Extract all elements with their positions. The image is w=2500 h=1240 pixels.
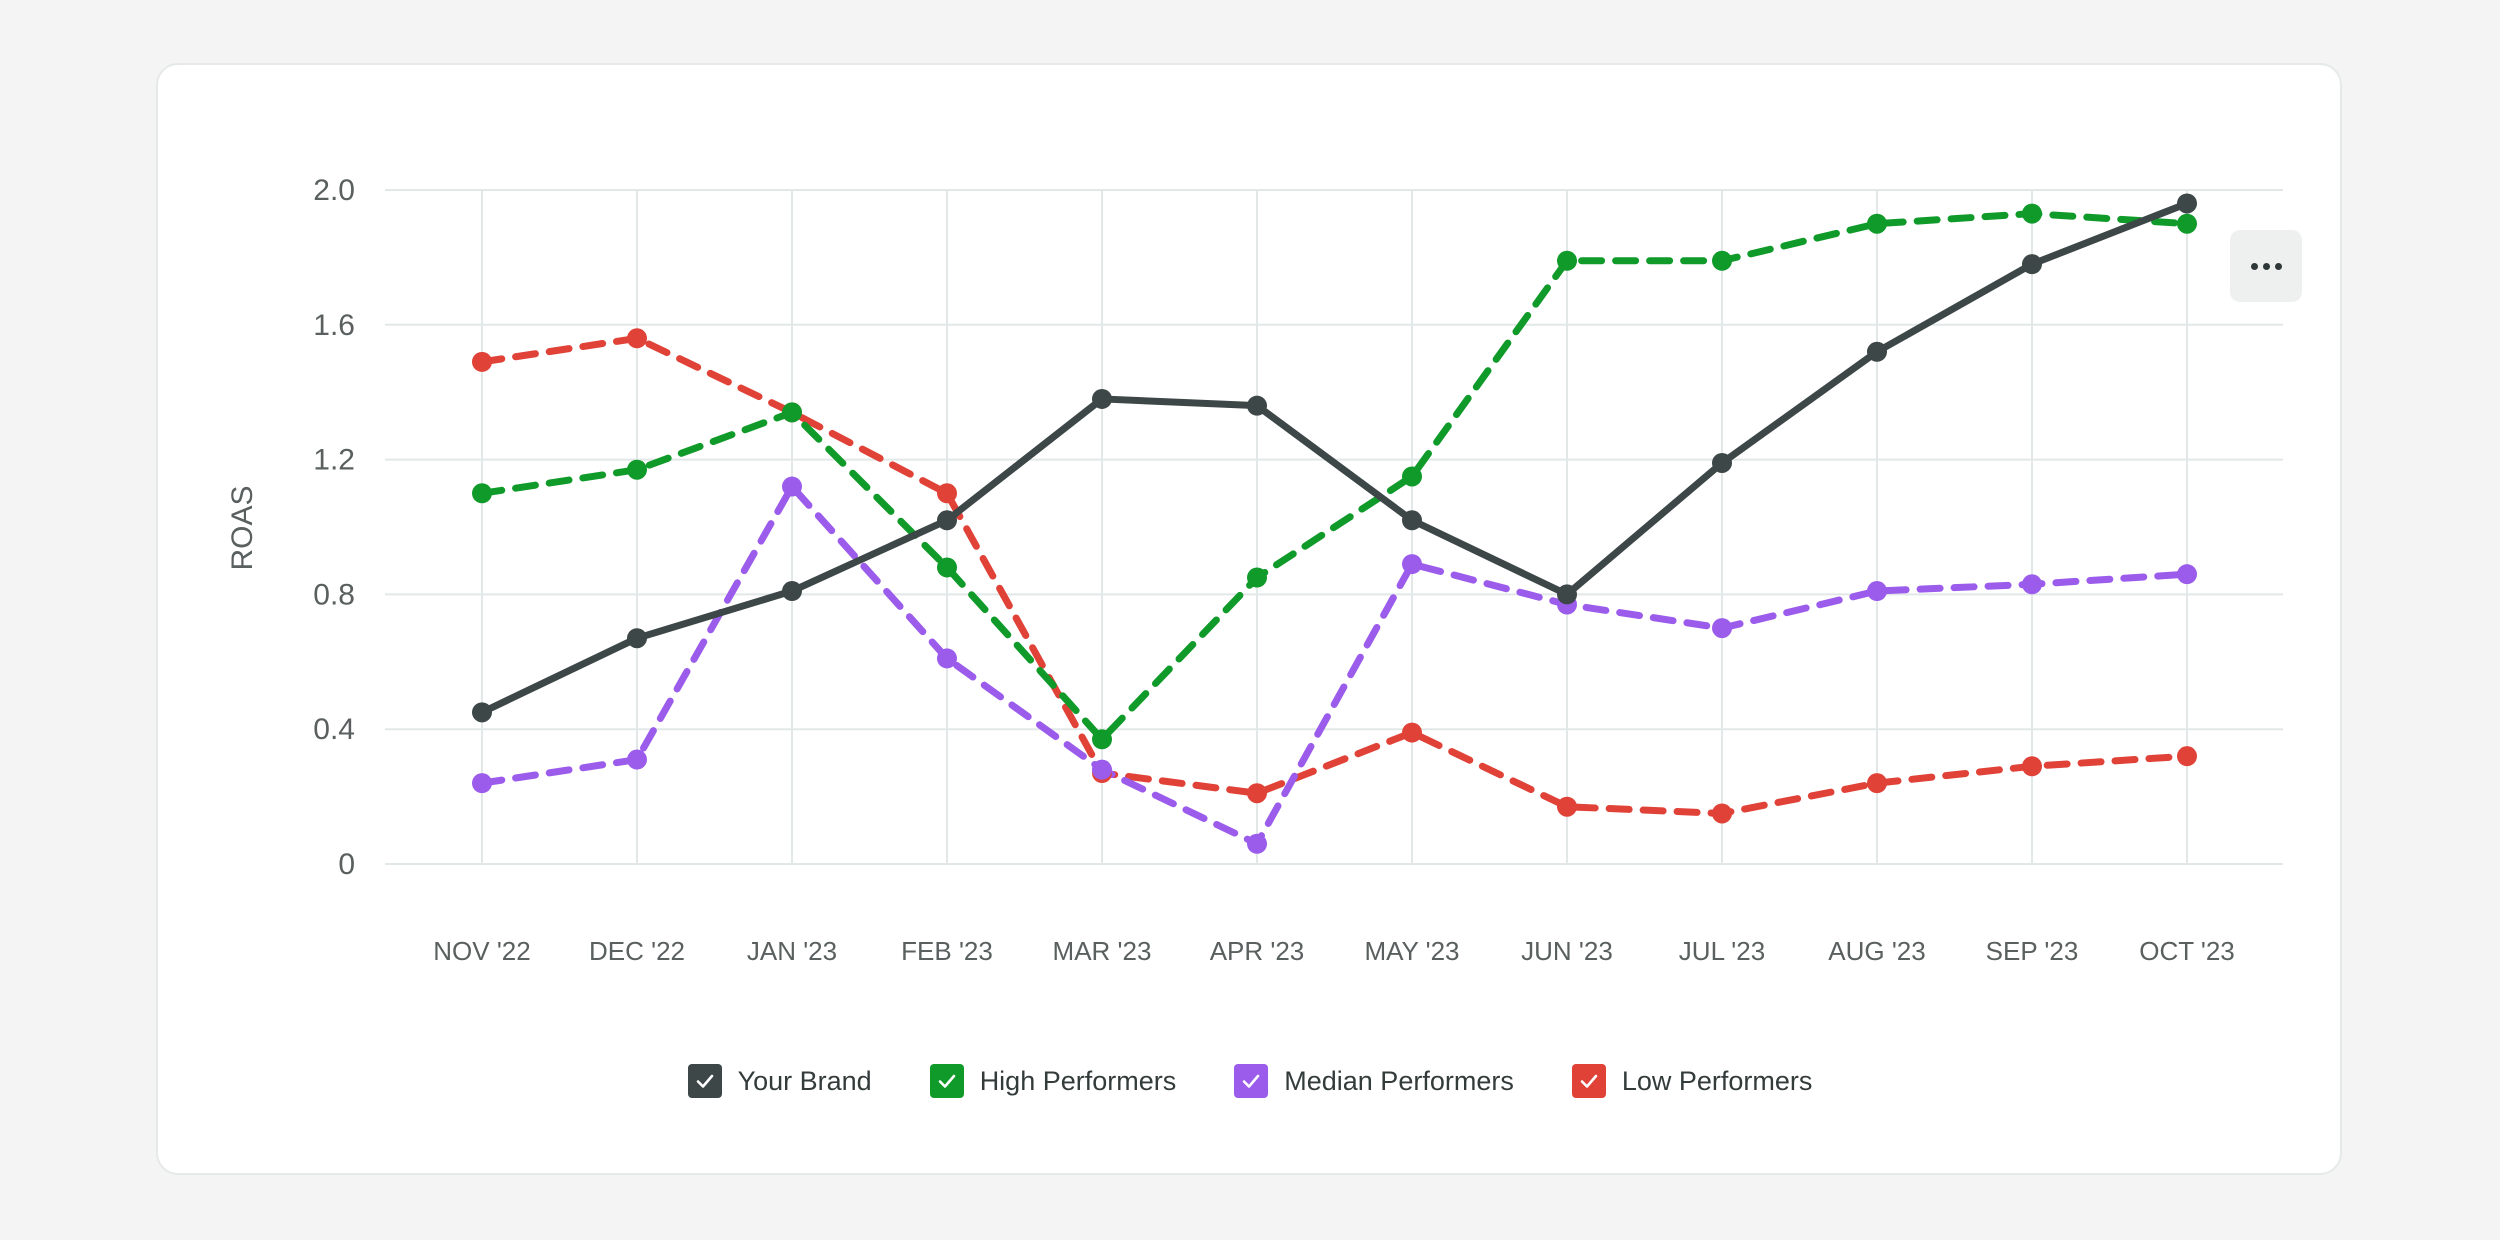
- data-point-median-performers[interactable]: [937, 648, 957, 669]
- data-point-median-performers[interactable]: [1247, 833, 1267, 854]
- y-tick-label: 1.6: [313, 309, 355, 342]
- data-point-your-brand[interactable]: [1092, 388, 1112, 409]
- x-tick-label: SEP '23: [1986, 936, 2079, 966]
- more-horizontal-icon: [2250, 262, 2258, 270]
- data-point-your-brand[interactable]: [1557, 584, 1577, 605]
- series-points: [472, 193, 2197, 854]
- x-tick-label: FEB '23: [901, 936, 993, 966]
- check-icon: [696, 1074, 713, 1088]
- legend-item-high-performers[interactable]: High Performers: [929, 1064, 1177, 1098]
- legend-label: High Performers: [979, 1065, 1177, 1096]
- y-tick-label: 0: [338, 848, 355, 881]
- legend-item-low-performers[interactable]: Low Performers: [1571, 1064, 1813, 1098]
- series-line-low-performers: [478, 334, 2191, 817]
- data-point-high-performers[interactable]: [1867, 213, 1887, 234]
- data-point-low-performers[interactable]: [472, 351, 492, 372]
- legend-checkbox[interactable]: [687, 1064, 722, 1098]
- legend-item-median-performers[interactable]: Median Performers: [1234, 1064, 1514, 1098]
- data-point-high-performers[interactable]: [1092, 729, 1112, 750]
- data-point-low-performers[interactable]: [2177, 746, 2197, 767]
- legend-label: Low Performers: [1621, 1065, 1813, 1096]
- data-point-low-performers[interactable]: [1712, 803, 1732, 824]
- legend-label: Median Performers: [1284, 1065, 1514, 1096]
- x-tick-label: JUN '23: [1521, 936, 1613, 966]
- data-point-your-brand[interactable]: [1867, 341, 1887, 362]
- legend-checkbox[interactable]: [929, 1064, 964, 1098]
- data-point-median-performers[interactable]: [1867, 581, 1887, 602]
- data-point-your-brand[interactable]: [782, 581, 802, 602]
- legend: Your Brand High Performers Median Performe…: [0, 1064, 2500, 1098]
- y-tick-label: 1.2: [313, 444, 355, 477]
- y-axis: 0 0.4 0.8 1.2 1.6 2.0 ROAS: [226, 174, 355, 881]
- data-point-median-performers[interactable]: [782, 476, 802, 497]
- data-point-high-performers[interactable]: [1712, 250, 1732, 271]
- data-point-high-performers[interactable]: [2177, 213, 2197, 234]
- data-point-low-performers[interactable]: [1557, 796, 1577, 817]
- data-point-median-performers[interactable]: [1092, 759, 1112, 780]
- data-point-your-brand[interactable]: [1247, 395, 1267, 416]
- y-axis-label: ROAS: [226, 485, 259, 570]
- data-point-your-brand[interactable]: [1402, 510, 1422, 531]
- data-point-low-performers[interactable]: [1867, 773, 1887, 794]
- x-tick-label: AUG '23: [1828, 936, 1925, 966]
- data-point-low-performers[interactable]: [937, 483, 957, 504]
- data-point-your-brand[interactable]: [2177, 193, 2197, 214]
- data-point-high-performers[interactable]: [2022, 203, 2042, 224]
- data-point-median-performers[interactable]: [1712, 618, 1732, 639]
- data-point-high-performers[interactable]: [627, 459, 647, 480]
- x-tick-label: MAY '23: [1364, 936, 1459, 966]
- series-line-median-performers: [478, 483, 2191, 848]
- data-point-your-brand[interactable]: [1712, 452, 1732, 473]
- data-point-median-performers[interactable]: [627, 749, 647, 770]
- y-tick-label: 2.0: [313, 174, 355, 207]
- data-point-low-performers[interactable]: [1247, 783, 1267, 804]
- data-point-median-performers[interactable]: [472, 773, 492, 794]
- x-tick-label: MAR '23: [1053, 936, 1152, 966]
- data-point-high-performers[interactable]: [937, 557, 957, 578]
- legend-checkbox[interactable]: [1234, 1064, 1269, 1098]
- legend-item-your-brand[interactable]: Your Brand: [687, 1064, 872, 1098]
- y-tick-label: 0.4: [313, 713, 355, 746]
- data-point-median-performers[interactable]: [1402, 554, 1422, 575]
- data-point-high-performers[interactable]: [472, 483, 492, 504]
- data-point-low-performers[interactable]: [2022, 756, 2042, 777]
- legend-checkbox[interactable]: [1571, 1064, 1606, 1098]
- data-point-your-brand[interactable]: [2022, 254, 2042, 275]
- data-point-median-performers[interactable]: [2177, 564, 2197, 585]
- x-axis: NOV '22 DEC '22 JAN '23 FEB '23 MAR '23 APR '…: [433, 936, 2234, 966]
- data-point-high-performers[interactable]: [1402, 466, 1422, 487]
- check-icon: [1580, 1074, 1598, 1088]
- chart-card: [156, 63, 2342, 1175]
- x-tick-label: DEC '22: [589, 936, 685, 966]
- data-point-median-performers[interactable]: [2022, 574, 2042, 595]
- legend-label: Your Brand: [737, 1065, 872, 1096]
- data-point-your-brand[interactable]: [627, 628, 647, 649]
- more-options-button[interactable]: [2230, 230, 2302, 302]
- series-lines: [478, 199, 2191, 848]
- data-point-low-performers[interactable]: [627, 328, 647, 349]
- x-tick-label: NOV '22: [433, 936, 530, 966]
- x-tick-label: APR '23: [1210, 936, 1305, 966]
- y-tick-label: 0.8: [313, 578, 355, 611]
- x-tick-label: JUL '23: [1679, 936, 1765, 966]
- data-point-your-brand[interactable]: [937, 510, 957, 531]
- data-point-high-performers[interactable]: [782, 402, 802, 423]
- data-point-your-brand[interactable]: [472, 702, 492, 723]
- x-tick-label: JAN '23: [747, 936, 837, 966]
- data-point-high-performers[interactable]: [1247, 567, 1267, 588]
- check-icon: [1242, 1074, 1260, 1088]
- x-tick-label: OCT '23: [2139, 936, 2235, 966]
- data-point-high-performers[interactable]: [1557, 250, 1577, 271]
- check-icon: [938, 1074, 955, 1088]
- series-line-your-brand: [478, 199, 2191, 716]
- data-point-low-performers[interactable]: [1402, 722, 1422, 743]
- series-line-high-performers: [478, 210, 2191, 743]
